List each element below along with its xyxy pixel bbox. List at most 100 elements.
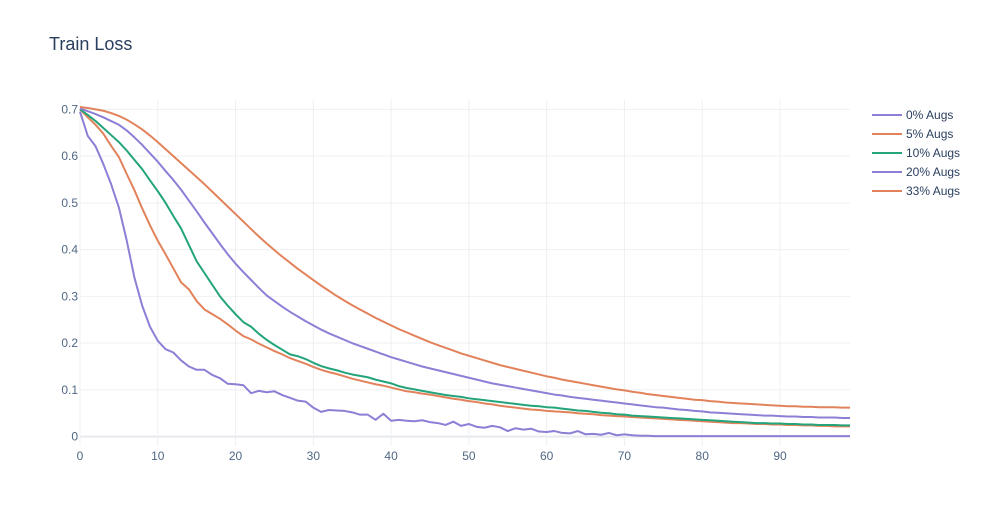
data-point [406, 420, 408, 422]
data-point [810, 435, 812, 437]
data-point [289, 311, 291, 313]
data-point [172, 179, 174, 181]
legend-item[interactable]: 5% Augs [872, 127, 953, 141]
data-point [701, 435, 703, 437]
data-point [165, 348, 167, 350]
data-point [149, 326, 151, 328]
data-point [196, 369, 198, 371]
y-tick-label: 0.5 [61, 196, 78, 210]
data-point [102, 116, 104, 118]
data-point [165, 148, 167, 150]
data-point [87, 114, 89, 116]
data-point [266, 339, 268, 341]
data-point [764, 422, 766, 424]
data-point [795, 423, 797, 425]
data-point [569, 432, 571, 434]
data-point [289, 353, 291, 355]
y-tick-label: 0.1 [61, 383, 78, 397]
data-point [165, 202, 167, 204]
data-point [701, 419, 703, 421]
data-point [141, 168, 143, 170]
data-point [585, 398, 587, 400]
data-point [468, 400, 470, 402]
data-point [678, 435, 680, 437]
chart-title: Train Loss [49, 34, 132, 54]
data-point [717, 435, 719, 437]
series-0-augs [79, 111, 851, 438]
data-point [554, 377, 556, 379]
legend-label: 0% Augs [906, 108, 953, 122]
data-point [577, 410, 579, 412]
data-point [554, 430, 556, 432]
data-point [382, 385, 384, 387]
data-point [608, 432, 610, 434]
data-point [577, 397, 579, 399]
data-point [546, 431, 548, 433]
data-point [87, 135, 89, 137]
data-point [398, 359, 400, 361]
data-point [538, 391, 540, 393]
data-point [390, 420, 392, 422]
data-point [266, 391, 268, 393]
legend-item[interactable]: 33% Augs [872, 184, 960, 198]
legend-item[interactable]: 20% Augs [872, 165, 960, 179]
data-point [204, 272, 206, 274]
data-point [476, 379, 478, 381]
data-point [421, 393, 423, 395]
data-point [437, 369, 439, 371]
data-point [686, 435, 688, 437]
data-point [118, 124, 120, 126]
data-point [359, 345, 361, 347]
data-point [235, 263, 237, 265]
data-point [204, 309, 206, 311]
data-point [351, 411, 353, 413]
data-point [670, 417, 672, 419]
data-point [499, 426, 501, 428]
data-point [655, 416, 657, 418]
data-point [429, 421, 431, 423]
data-point [585, 433, 587, 435]
data-point [616, 434, 618, 436]
data-point [841, 417, 843, 419]
data-point [126, 129, 128, 131]
data-point [452, 395, 454, 397]
data-point [274, 249, 276, 251]
data-point [849, 435, 851, 437]
data-point [631, 415, 633, 417]
data-point [662, 417, 664, 419]
legend[interactable]: 0% Augs 5% Augs 10% Augs 20% Augs 33% Augs [872, 108, 960, 198]
data-point [188, 288, 190, 290]
data-point [507, 406, 509, 408]
data-point [616, 413, 618, 415]
data-point [468, 397, 470, 399]
data-point [305, 363, 307, 365]
data-point [624, 433, 626, 435]
data-point [849, 407, 851, 409]
data-point [359, 375, 361, 377]
data-point [631, 434, 633, 436]
data-point [180, 360, 182, 362]
data-point [297, 400, 299, 402]
data-point [211, 374, 213, 376]
data-point [406, 361, 408, 363]
data-point [515, 368, 517, 370]
data-point [826, 424, 828, 426]
data-point [452, 421, 454, 423]
data-point [499, 384, 501, 386]
legend-item[interactable]: 0% Augs [872, 108, 953, 122]
series-line [79, 108, 850, 427]
data-point [585, 413, 587, 415]
data-point [460, 399, 462, 401]
data-point [709, 419, 711, 421]
data-point [406, 387, 408, 389]
data-point [655, 394, 657, 396]
data-point [709, 435, 711, 437]
data-point [624, 414, 626, 416]
data-point [631, 403, 633, 405]
data-point [180, 281, 182, 283]
legend-item[interactable]: 10% Augs [872, 146, 960, 160]
x-tick-label: 30 [307, 449, 321, 463]
data-point [764, 415, 766, 417]
data-point [841, 435, 843, 437]
data-point [771, 415, 773, 417]
